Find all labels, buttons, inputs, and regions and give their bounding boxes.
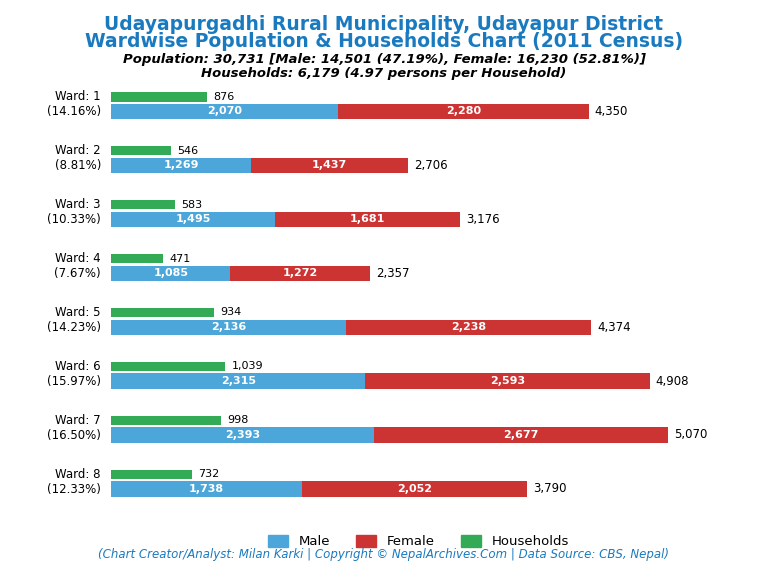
Bar xyxy=(111,361,225,371)
Bar xyxy=(111,253,163,263)
Text: Households: 6,179 (4.97 persons per Household): Households: 6,179 (4.97 persons per Hous… xyxy=(201,67,567,79)
Bar xyxy=(302,481,527,496)
Text: Udayapurgadhi Rural Municipality, Udayapur District: Udayapurgadhi Rural Municipality, Udayap… xyxy=(104,14,664,34)
Text: 1,437: 1,437 xyxy=(312,160,347,170)
Bar xyxy=(111,146,171,155)
Text: 2,357: 2,357 xyxy=(376,267,409,280)
Text: 998: 998 xyxy=(227,415,248,425)
Bar xyxy=(111,427,374,443)
Text: 1,738: 1,738 xyxy=(189,484,224,494)
Text: 4,908: 4,908 xyxy=(656,375,690,387)
Text: 2,280: 2,280 xyxy=(446,106,481,116)
Bar xyxy=(111,415,221,425)
Text: 2,393: 2,393 xyxy=(225,430,260,440)
Text: 471: 471 xyxy=(169,253,190,263)
Legend: Male, Female, Households: Male, Female, Households xyxy=(263,530,574,553)
Bar xyxy=(111,200,175,209)
Bar xyxy=(111,481,302,496)
Text: 1,085: 1,085 xyxy=(154,268,188,278)
Bar xyxy=(111,212,276,227)
Bar xyxy=(230,266,370,281)
Bar xyxy=(111,307,214,317)
Bar xyxy=(339,104,588,119)
Text: 583: 583 xyxy=(181,200,203,209)
Text: 2,052: 2,052 xyxy=(397,484,432,494)
Bar xyxy=(111,374,366,389)
Bar xyxy=(374,427,667,443)
Text: 2,238: 2,238 xyxy=(451,322,486,332)
Text: 2,677: 2,677 xyxy=(503,430,538,440)
Text: 934: 934 xyxy=(220,307,241,317)
Bar xyxy=(250,158,409,173)
Text: 1,272: 1,272 xyxy=(283,268,318,278)
Text: 3,790: 3,790 xyxy=(533,483,567,495)
Text: Population: 30,731 [Male: 14,501 (47.19%), Female: 16,230 (52.81%)]: Population: 30,731 [Male: 14,501 (47.19%… xyxy=(123,53,645,66)
Text: 5,070: 5,070 xyxy=(674,429,707,441)
Text: 2,315: 2,315 xyxy=(221,376,256,386)
Text: 2,706: 2,706 xyxy=(414,159,448,172)
Text: 876: 876 xyxy=(214,92,235,102)
Text: (Chart Creator/Analyst: Milan Karki | Copyright © NepalArchives.Com | Data Sourc: (Chart Creator/Analyst: Milan Karki | Co… xyxy=(98,548,670,561)
Bar xyxy=(276,212,460,227)
Bar xyxy=(346,320,591,335)
Bar xyxy=(366,374,650,389)
Text: 546: 546 xyxy=(177,146,198,155)
Text: 2,136: 2,136 xyxy=(211,322,247,332)
Bar xyxy=(111,104,339,119)
Text: 732: 732 xyxy=(197,469,219,480)
Bar xyxy=(111,470,192,479)
Bar xyxy=(111,92,207,102)
Bar xyxy=(111,158,250,173)
Text: 2,593: 2,593 xyxy=(490,376,525,386)
Bar xyxy=(111,266,230,281)
Text: 1,039: 1,039 xyxy=(231,361,263,371)
Text: 1,495: 1,495 xyxy=(176,214,211,224)
Bar xyxy=(111,320,346,335)
Text: Wardwise Population & Households Chart (2011 Census): Wardwise Population & Households Chart (… xyxy=(85,32,683,51)
Text: 1,269: 1,269 xyxy=(164,160,199,170)
Text: 4,350: 4,350 xyxy=(594,105,628,118)
Text: 1,681: 1,681 xyxy=(350,214,386,224)
Text: 3,176: 3,176 xyxy=(466,213,499,226)
Text: 2,070: 2,070 xyxy=(207,106,243,116)
Text: 4,374: 4,374 xyxy=(598,321,631,333)
